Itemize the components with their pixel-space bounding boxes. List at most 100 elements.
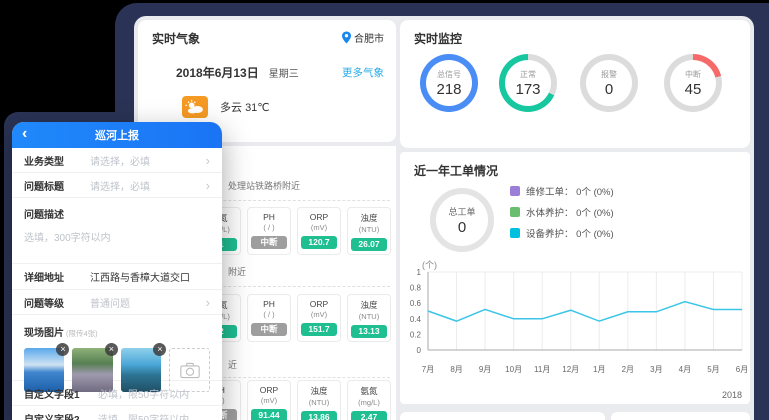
donut-alarm: 报警 0 bbox=[580, 54, 638, 112]
remove-photo-icon[interactable]: × bbox=[56, 343, 70, 356]
legend-swatch bbox=[510, 186, 520, 196]
site-photo[interactable]: × bbox=[120, 343, 167, 392]
add-photo-button[interactable] bbox=[169, 348, 210, 392]
field-problem-level[interactable]: 问题等级 普通问题 › bbox=[12, 290, 222, 315]
back-icon[interactable]: ‹ bbox=[22, 125, 28, 142]
bottom-card-right bbox=[611, 412, 750, 420]
metric-name: PH bbox=[263, 299, 275, 309]
metric-value-badge: 13.86 bbox=[301, 411, 337, 420]
dashboard-panel: 实时气象 合肥市 2018年6月13日 星期三 更多气象 多云 31℃ 处理站铁路 bbox=[134, 16, 754, 420]
metric-unit: (mV) bbox=[310, 223, 328, 232]
camera-icon bbox=[179, 362, 200, 378]
svg-text:5月: 5月 bbox=[707, 365, 719, 374]
site-photo[interactable]: × bbox=[24, 343, 70, 392]
photos-limit-hint: (限传4张) bbox=[66, 329, 98, 338]
remove-photo-icon[interactable]: × bbox=[153, 343, 167, 356]
svg-text:0.6: 0.6 bbox=[410, 299, 422, 308]
metric-unit: (NTU) bbox=[358, 312, 380, 321]
more-weather-link[interactable]: 更多气象 bbox=[342, 67, 384, 79]
station-title: 附近 bbox=[228, 267, 247, 277]
metric-name: 浊度 bbox=[360, 213, 378, 223]
business-type-placeholder: 请选择，必填 bbox=[90, 156, 150, 168]
svg-text:8月: 8月 bbox=[450, 365, 462, 374]
field-problem-title[interactable]: 问题标题 请选择，必填 › bbox=[12, 173, 222, 198]
weather-condition: 多云 31℃ bbox=[220, 102, 270, 114]
cloudy-weather-icon bbox=[182, 96, 208, 118]
donut-interrupted: 中断 45 bbox=[664, 54, 722, 112]
chart-unit-label: (个) bbox=[422, 260, 437, 270]
monitor-title: 实时监控 bbox=[414, 32, 463, 46]
metric-card-orp: ORP (mV) 91.44 bbox=[247, 380, 291, 420]
workorders-title: 近一年工单情况 bbox=[414, 164, 499, 178]
svg-text:0: 0 bbox=[417, 346, 422, 355]
metric-unit: (mV) bbox=[260, 396, 278, 405]
dashed-divider bbox=[144, 286, 390, 287]
svg-text:0.8: 0.8 bbox=[410, 284, 422, 293]
legend-item-water: 水体养护： 0个 (0%) bbox=[510, 205, 614, 219]
svg-text:6月: 6月 bbox=[736, 365, 748, 374]
metric-name: ORP bbox=[309, 212, 329, 222]
metric-value-badge: 26.07 bbox=[351, 238, 387, 251]
location-pin-icon bbox=[342, 31, 351, 44]
phone-header: ‹ 巡河上报 bbox=[12, 122, 222, 148]
site-photo[interactable]: × bbox=[72, 343, 118, 392]
metric-value-badge: 120.7 bbox=[301, 236, 337, 249]
photo-list: × × × bbox=[24, 343, 210, 392]
metric-name: ORP bbox=[309, 299, 329, 309]
city-label: 合肥市 bbox=[354, 34, 384, 45]
problem-level-placeholder: 普通问题 bbox=[90, 298, 130, 310]
metric-value-badge: 中断 bbox=[251, 323, 287, 336]
svg-text:12月: 12月 bbox=[562, 365, 579, 374]
metric-card-浊度: 浊度 (NTU) 13.13 bbox=[347, 294, 391, 342]
svg-text:11月: 11月 bbox=[534, 365, 550, 374]
metric-unit: ( / ) bbox=[263, 310, 275, 319]
realtime-monitor-card: 实时监控 总信号 218 正常 173 报警 0 中断 45 bbox=[400, 20, 750, 148]
weather-condition-row: 多云 31℃ bbox=[182, 96, 270, 118]
metric-card-浊度: 浊度 (NTU) 13.86 bbox=[297, 380, 341, 420]
metric-name: 浊度 bbox=[310, 386, 328, 396]
metric-name: PH bbox=[263, 212, 275, 222]
metric-card-orp: ORP (mV) 151.7 bbox=[297, 294, 341, 342]
weather-card: 实时气象 合肥市 2018年6月13日 星期三 更多气象 多云 31℃ bbox=[138, 20, 396, 142]
chevron-right-icon: › bbox=[205, 177, 210, 193]
weather-weekday: 星期三 bbox=[268, 69, 299, 80]
city-selector[interactable]: 合肥市 bbox=[342, 30, 384, 45]
workorders-line-chart: 0 0.2 0.4 0.6 0.8 1 7月 8月 9月 10月 11月 12月 1月 2月 3月 4月 5月 6… bbox=[410, 268, 748, 374]
dashed-divider bbox=[144, 377, 390, 378]
svg-text:9月: 9月 bbox=[479, 365, 491, 374]
legend-swatch bbox=[510, 228, 520, 238]
field-business-type[interactable]: 业务类型 请选择，必填 › bbox=[12, 148, 222, 173]
phone-report-form: ‹ 巡河上报 业务类型 请选择，必填 › 问题标题 请选择，必填 › 问题描述 … bbox=[12, 122, 222, 420]
metric-unit: (mV) bbox=[310, 310, 328, 319]
field-custom-2[interactable]: 自定义字段2 选填，限50字符以内 bbox=[12, 406, 222, 420]
svg-text:4月: 4月 bbox=[679, 365, 691, 374]
field-site-photos: 现场图片 (限传4张) × × × bbox=[12, 315, 222, 392]
chevron-right-icon: › bbox=[205, 152, 210, 168]
metric-card-浊度: 浊度 (NTU) 26.07 bbox=[347, 207, 391, 255]
field-custom-1[interactable]: 自定义字段1 必填，限50字符以内 bbox=[12, 381, 222, 406]
address-value: 江西路与香樟大道交口 bbox=[90, 273, 190, 284]
metric-name: 氨氮 bbox=[360, 386, 378, 396]
donut-normal: 正常 173 bbox=[499, 54, 557, 112]
chevron-right-icon: › bbox=[205, 294, 210, 310]
metric-value-badge: 中断 bbox=[251, 236, 287, 249]
metric-card-orp: ORP (mV) 120.7 bbox=[297, 207, 341, 255]
metric-unit: (NTU) bbox=[308, 398, 330, 407]
svg-text:3月: 3月 bbox=[650, 365, 662, 374]
field-problem-description[interactable]: 问题描述 选填，300字符以内 bbox=[12, 198, 222, 264]
legend-swatch bbox=[510, 207, 520, 217]
metric-value-badge: 91.44 bbox=[251, 409, 287, 420]
phone-title: 巡河上报 bbox=[95, 130, 139, 142]
problem-title-placeholder: 请选择，必填 bbox=[90, 181, 150, 193]
metric-unit: (NTU) bbox=[358, 225, 380, 234]
description-placeholder: 选填，300字符以内 bbox=[24, 233, 111, 244]
legend-item-device: 设备养护： 0个 (0%) bbox=[510, 226, 614, 240]
metric-card-ph: PH ( / ) 中断 bbox=[247, 294, 291, 342]
metric-value-badge: 151.7 bbox=[301, 323, 337, 336]
svg-text:7月: 7月 bbox=[422, 365, 434, 374]
field-address[interactable]: 详细地址 江西路与香樟大道交口 bbox=[12, 264, 222, 290]
svg-text:1月: 1月 bbox=[593, 365, 605, 374]
remove-photo-icon[interactable]: × bbox=[104, 343, 118, 356]
